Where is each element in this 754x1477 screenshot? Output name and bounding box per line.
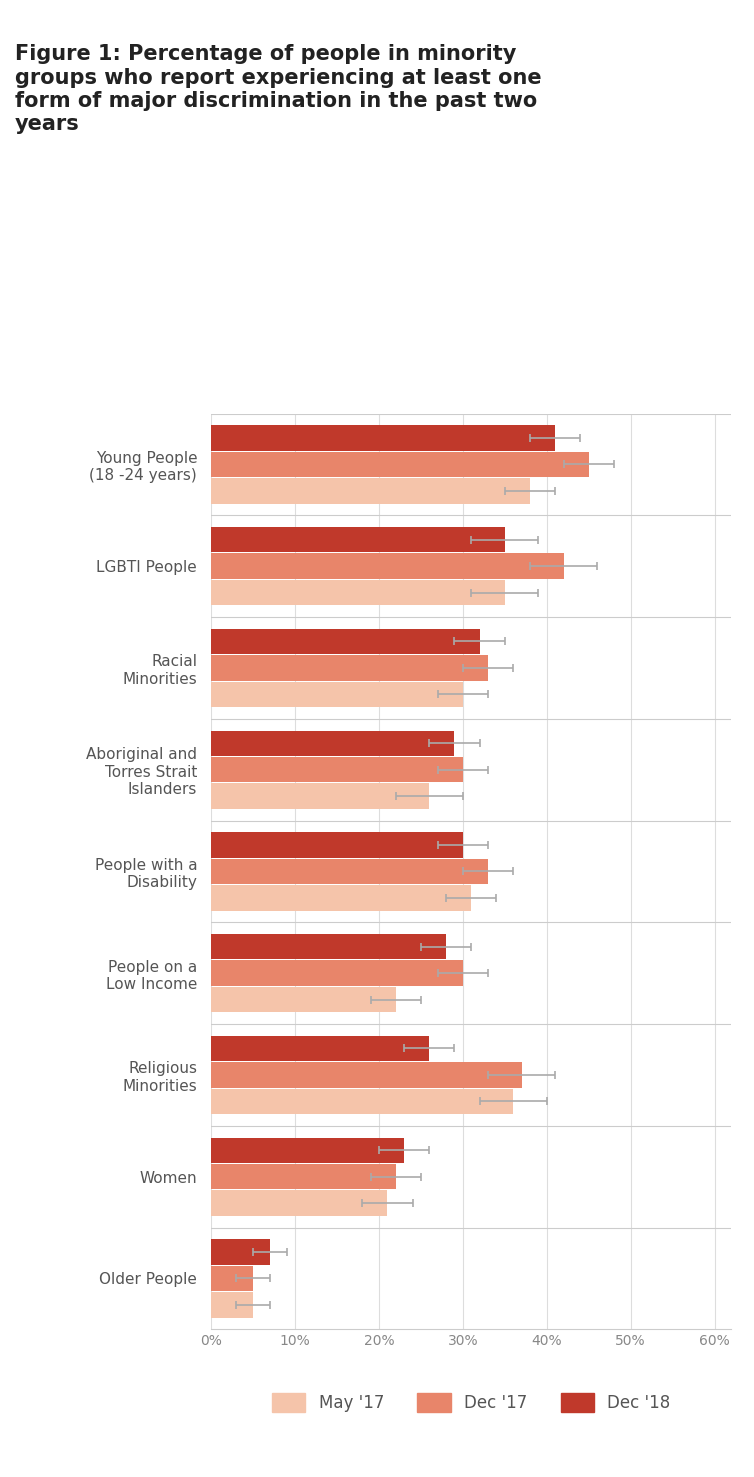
Bar: [211, 1164, 396, 1189]
Bar: [211, 554, 563, 579]
Text: Figure 1: Percentage of people in minority
groups who report experiencing at lea: Figure 1: Percentage of people in minori…: [15, 44, 541, 134]
Bar: [211, 682, 463, 707]
Bar: [211, 479, 530, 504]
Bar: [211, 656, 488, 681]
Bar: [211, 731, 455, 756]
Bar: [211, 580, 505, 606]
Bar: [211, 960, 463, 987]
Bar: [211, 858, 488, 885]
Bar: [211, 1292, 253, 1317]
Bar: [211, 758, 463, 783]
Bar: [211, 1035, 429, 1060]
Bar: [211, 452, 589, 477]
Bar: [211, 832, 463, 858]
Bar: [211, 527, 505, 552]
Bar: [211, 1089, 513, 1114]
Bar: [211, 987, 396, 1012]
Bar: [211, 783, 429, 809]
Bar: [211, 425, 555, 450]
Bar: [211, 1266, 253, 1291]
Bar: [211, 629, 480, 654]
Legend: May '17, Dec '17, Dec '18: May '17, Dec '17, Dec '18: [272, 1393, 670, 1412]
Bar: [211, 885, 471, 911]
Bar: [211, 1239, 270, 1264]
Bar: [211, 1062, 522, 1087]
Bar: [211, 1137, 404, 1162]
Bar: [211, 1190, 388, 1216]
Bar: [211, 933, 446, 960]
